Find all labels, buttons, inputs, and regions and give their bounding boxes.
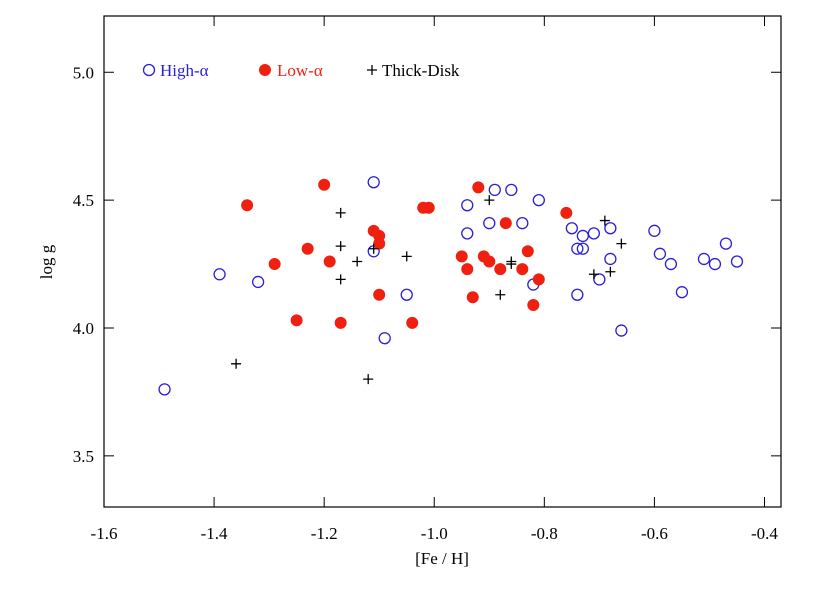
point [605,266,616,277]
point [615,324,628,337]
point [616,238,627,249]
point [318,178,331,191]
legend-marker [259,64,271,76]
point [363,374,374,385]
point [505,183,518,197]
y-tick-label: 3.5 [73,447,94,466]
point [213,268,226,281]
x-axis-label: [Fe / H] [415,549,469,568]
x-tick-label: -0.6 [641,524,668,543]
point [697,252,711,266]
point [599,215,610,226]
legend-marker [367,65,377,75]
plot-frame [103,15,782,508]
point [675,286,689,299]
point [484,195,495,206]
point [521,245,534,258]
legend-label: Low-α [277,61,323,80]
point [571,288,584,301]
point [335,241,346,252]
point [730,255,744,268]
point [506,256,517,267]
point [422,201,435,214]
x-tick-label: -1.2 [311,524,338,543]
point [268,258,281,271]
point [587,227,601,240]
point [565,222,578,235]
point [516,216,529,230]
point [532,273,545,286]
point [373,237,386,250]
point [241,199,254,212]
y-tick-label: 5.0 [73,63,94,82]
legend-label: Thick-Disk [382,61,460,80]
point [461,227,474,240]
point [401,251,412,262]
point [461,199,474,212]
point [472,181,485,194]
point [576,242,590,255]
point [499,217,512,230]
point [495,289,506,300]
y-tick-label: 4.5 [73,191,94,210]
point [648,224,661,237]
point [483,255,496,268]
point [400,288,413,301]
point [527,298,540,311]
point [466,291,479,304]
point [653,247,667,260]
point [708,257,722,271]
x-tick-label: -0.4 [751,524,778,543]
point [560,206,573,219]
legend-marker [142,63,156,77]
point [406,316,419,329]
point [378,332,391,345]
point [576,229,590,243]
point [588,269,599,280]
point [488,183,501,197]
point [494,263,507,276]
point [335,207,346,218]
x-tick-label: -0.8 [531,524,558,543]
point [158,383,171,396]
point [461,263,474,276]
point [604,222,617,235]
point [571,242,584,255]
point [323,255,336,268]
legend-label: High-α [160,61,209,80]
point [593,273,606,286]
point [719,237,733,250]
point [290,314,303,327]
point [664,257,678,271]
x-tick-label: -1.6 [91,524,118,543]
point [373,288,386,301]
point [455,250,468,263]
point [604,252,617,266]
x-tick-label: -1.0 [421,524,448,543]
point [334,316,347,329]
y-axis-label: log g [37,244,56,279]
point [367,176,380,189]
point [516,263,529,276]
point [251,275,265,289]
x-tick-label: -1.4 [201,524,228,543]
point [335,274,346,285]
point [231,358,242,369]
point [532,193,545,207]
point [368,243,379,254]
point [352,256,363,267]
point [483,216,496,230]
point [301,242,314,255]
y-tick-label: 4.0 [73,319,94,338]
